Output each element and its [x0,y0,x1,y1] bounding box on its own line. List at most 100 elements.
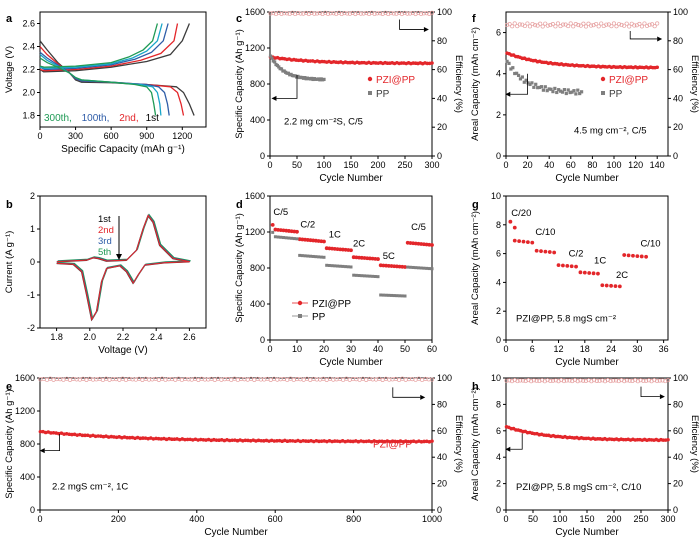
efficiency-point [512,21,517,26]
efficiency-point [44,377,50,382]
data-point [534,248,539,253]
y-axis-label: Specific Capacity (Ah g⁻¹) [234,29,245,139]
data-point [547,250,552,254]
legend-marker [600,76,606,82]
data-point [507,61,511,65]
data-point [578,270,583,275]
data-point [560,90,565,94]
data-point [604,283,609,288]
efficiency-point [531,378,536,383]
x-tick-label: 100 [552,514,567,524]
data-point [522,80,526,84]
panel-label: f [472,13,476,25]
x-tick-label: 2.0 [84,332,97,342]
y-right-tick-label: 60 [437,65,447,75]
efficiency-point [315,11,320,16]
rate-label: 1C [594,256,606,267]
data-point [539,85,544,89]
y-tick-label: 2.0 [22,88,35,98]
data-point [127,435,132,440]
data-point [185,437,190,442]
data-point [306,254,310,258]
data-point [368,274,372,278]
efficiency-point [553,378,558,383]
efficiency-point [429,377,435,382]
data-point [332,439,337,443]
x-tick-label: 200 [606,514,621,524]
data-point [635,254,640,259]
efficiency-point [548,23,553,28]
efficiency-point [377,11,383,16]
y-tick-label: 1.8 [22,111,35,121]
y-right-tick-label: 60 [673,426,683,436]
data-point [390,439,395,444]
y-tick-label: -2 [27,323,35,333]
legend-entry: PZI@PP [609,75,648,86]
x-tick-label: 60 [566,160,576,170]
y-tick-label: 2.4 [22,42,35,52]
data-point [520,75,524,79]
efficiency-point [575,379,580,384]
efficiency-point [540,24,545,29]
data-point [547,87,551,91]
y-tick-label: 8 [496,220,501,230]
data-point [553,86,557,91]
data-point [346,265,350,269]
cycle-label: 100th, [82,113,110,124]
panel-label: h [472,381,479,393]
y-right-axis-label: Efficiency (%) [453,415,464,473]
efficiency-point [644,378,649,383]
efficiency-point [301,11,306,16]
y-right-tick-label: 100 [673,7,688,17]
data-point [368,256,372,261]
y-tick-label: 2.2 [22,65,35,75]
data-point [425,266,429,270]
efficiency-point [212,377,217,382]
data-point [565,263,570,268]
efficiency-point [301,377,306,382]
efficiency-point [550,22,555,27]
data-point [422,439,426,444]
y-tick-label: 1 [30,224,35,234]
efficiency-point [388,11,394,16]
efficiency-point [573,22,578,27]
x-tick-label: 0 [503,514,508,524]
data-point [198,437,203,442]
data-point [38,429,43,434]
legend-entry: 5th [98,247,111,258]
y-axis-label: Areal Capacity (mAh cm⁻²) [470,387,481,501]
efficiency-point [219,377,224,382]
efficiency-point [156,377,161,382]
data-point [622,253,627,257]
data-point [378,263,383,268]
data-point [572,89,576,93]
x-tick-label: 0 [503,160,508,170]
data-point [509,67,513,71]
x-tick-label: 0 [37,514,42,524]
efficiency-point [163,377,168,382]
data-point [395,264,399,269]
data-point [384,263,388,268]
y-tick-label: -1 [27,290,35,300]
efficiency-point [561,379,567,384]
efficiency-point [642,21,647,26]
x-tick-label: 20 [319,344,329,354]
data-point [530,240,535,245]
panel-d: d 0 10 20 30 40 50 60 0 400 800 1200 1600 Cycle Numbe… [234,191,437,368]
efficiency-point [347,11,352,16]
efficiency-point [592,378,597,383]
y-tick-label: 2 [496,306,501,316]
y-right-tick-label: 100 [437,7,452,17]
efficiency-point [553,24,558,29]
data-point [400,294,404,298]
data-point [256,438,261,443]
efficiency-point [268,11,273,16]
data-point [392,294,396,298]
cycle-label: 2nd, [119,113,138,124]
cv-curve [57,213,191,321]
legend-marker [368,91,372,95]
x-tick-label: 20 [523,160,533,170]
data-point [591,271,596,276]
data-point [287,236,291,240]
